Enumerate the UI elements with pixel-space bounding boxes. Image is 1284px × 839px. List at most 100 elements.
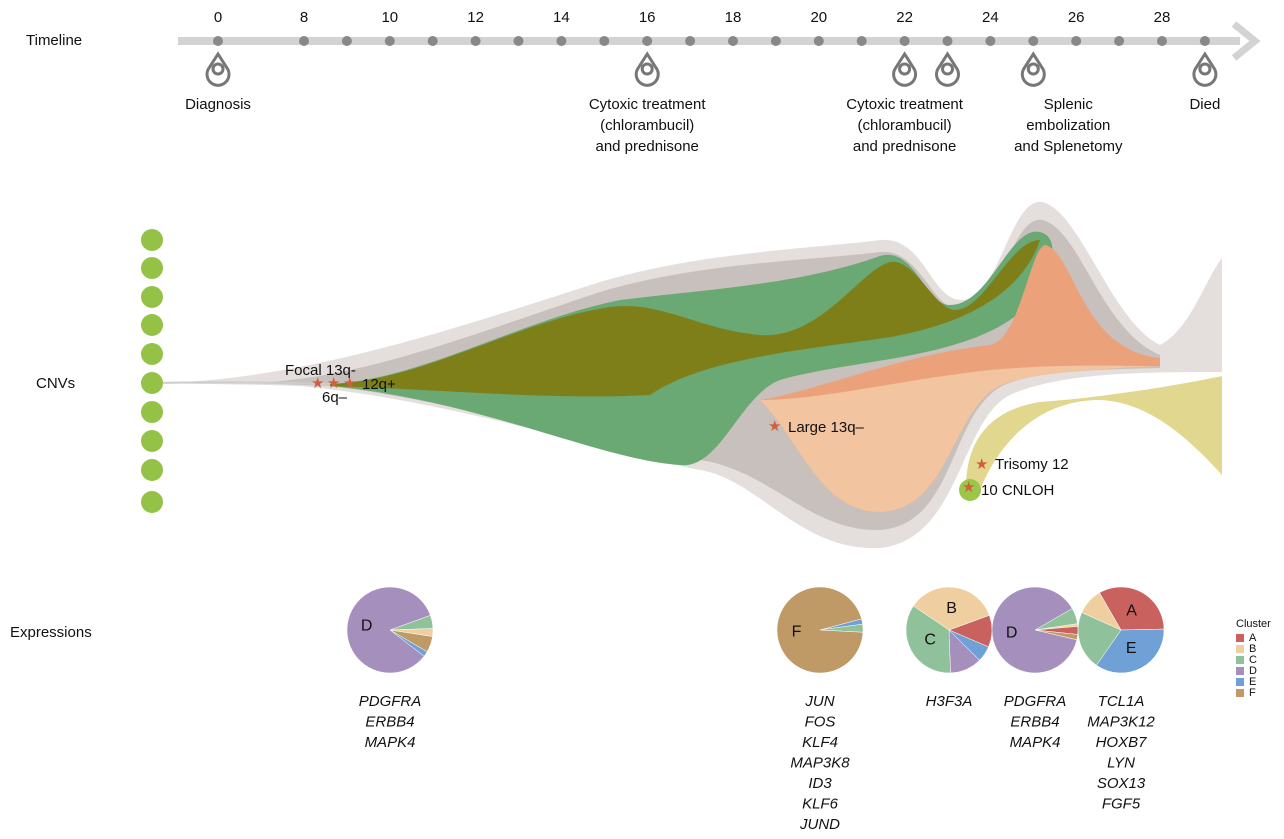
legend-label: D — [1249, 665, 1257, 677]
pie-slice — [905, 605, 951, 674]
legend-swatch — [1236, 667, 1244, 675]
pie-slice — [1096, 628, 1165, 674]
gene-label: HOXB7 — [1096, 734, 1148, 751]
tick-label: 24 — [982, 9, 999, 26]
timeline-dot — [685, 36, 696, 46]
gene-label: MAPK4 — [1010, 734, 1061, 751]
svg-text:★: ★ — [962, 479, 975, 496]
tick-label: 12 — [467, 9, 484, 26]
legend-swatch — [1236, 678, 1244, 686]
slice-label: D — [1006, 625, 1018, 642]
event-marker — [935, 51, 960, 87]
timeline-dot — [1028, 36, 1039, 46]
event-marker — [892, 51, 918, 87]
tick-label: 14 — [553, 9, 570, 26]
legend-label: F — [1249, 687, 1256, 699]
slice-label: C — [924, 632, 936, 649]
event-marker — [1192, 51, 1218, 87]
timeline-dot — [213, 36, 223, 46]
gene-label: MAPK4 — [365, 734, 416, 751]
event-label: Cytoxic treatment — [846, 96, 964, 113]
cnv-annotation: 10 CNLOH — [981, 482, 1054, 499]
event-marker — [634, 51, 660, 87]
event-label: (chlorambucil) — [857, 117, 951, 134]
gene-label: TCL1A — [1098, 693, 1145, 710]
timeline-dot — [384, 36, 395, 46]
event-label: Diagnosis — [185, 96, 251, 113]
cnv-annotation: Large 13q– — [788, 419, 865, 436]
timeline-dot — [470, 36, 481, 46]
row-label: Expressions — [10, 624, 92, 641]
slice-label: F — [792, 624, 802, 641]
legend-swatch — [1236, 645, 1244, 653]
cnv-annotation: Focal 13q- — [285, 362, 356, 379]
tick-label: 18 — [725, 9, 742, 26]
gene-label: MAP3K8 — [790, 754, 850, 771]
gene-label: H3F3A — [926, 693, 973, 710]
row-label: Timeline — [26, 32, 82, 49]
event-marker — [205, 51, 231, 87]
timeline-dot — [1199, 36, 1210, 46]
svg-text:★: ★ — [768, 418, 781, 435]
gene-label: ID3 — [808, 775, 832, 792]
tick-label: 10 — [381, 9, 398, 26]
timeline-dot — [556, 36, 567, 46]
event-label: Cytoxic treatment — [589, 96, 707, 113]
timeline-dot — [813, 36, 824, 46]
pie-slice — [991, 586, 1078, 674]
tick-label: 22 — [896, 9, 913, 26]
timeline-dot — [770, 36, 781, 46]
event-label: embolization — [1026, 117, 1110, 134]
event-label: and prednisone — [595, 138, 698, 155]
pie-slice — [1077, 612, 1122, 666]
svg-text:★: ★ — [343, 375, 356, 392]
gene-label: JUN — [804, 693, 834, 710]
svg-text:★: ★ — [311, 375, 324, 392]
event-label: (chlorambucil) — [600, 117, 694, 134]
event-label: Died — [1189, 96, 1220, 113]
tick-label: 28 — [1154, 9, 1171, 26]
gene-label: FOS — [805, 713, 836, 730]
gene-label: JUND — [799, 816, 840, 833]
timeline-dot — [299, 36, 309, 46]
legend-label: B — [1249, 643, 1256, 655]
slice-label: D — [361, 618, 373, 635]
gene-label: PDGFRA — [1004, 693, 1067, 710]
event-marker — [1020, 51, 1046, 87]
timeline-dot — [942, 36, 953, 46]
legend-swatch — [1236, 656, 1244, 664]
legend-label: E — [1249, 676, 1256, 688]
slice-label: B — [946, 600, 957, 617]
timeline-dot — [985, 36, 996, 46]
legend-swatch — [1236, 634, 1244, 642]
fish-plot: ★ ★ ★★ ★★ — [141, 201, 1222, 549]
cnv-annotation: Trisomy 12 — [995, 456, 1069, 473]
legend-title: Cluster — [1236, 618, 1271, 630]
gene-label: KLF6 — [802, 795, 839, 812]
pie-slice — [346, 586, 431, 674]
row-label: CNVs — [36, 375, 75, 392]
timeline-arrow — [1231, 21, 1261, 61]
event-label: Splenic — [1044, 96, 1094, 113]
timeline-dot — [1071, 36, 1082, 46]
gene-label: ERBB4 — [365, 713, 414, 730]
cnv-annotation: 12q+ — [362, 376, 396, 393]
timeline-dot — [642, 36, 653, 46]
timeline-dot — [341, 36, 352, 46]
pie-slice — [1081, 592, 1122, 631]
svg-text:★: ★ — [975, 456, 988, 473]
timeline-dot — [599, 36, 610, 46]
pie-slice — [776, 586, 864, 674]
gene-label: SOX13 — [1097, 775, 1146, 792]
tick-label: 26 — [1068, 9, 1085, 26]
event-label: and Splenetomy — [1014, 138, 1123, 155]
legend-label: C — [1249, 654, 1257, 666]
timeline-dot — [899, 36, 910, 46]
timeline-dot — [1114, 36, 1125, 46]
gene-label: LYN — [1107, 754, 1135, 771]
tick-label: 0 — [214, 9, 222, 26]
timeline-dot — [513, 36, 524, 46]
legend-swatch — [1236, 689, 1244, 697]
timeline-axis — [178, 37, 1240, 45]
